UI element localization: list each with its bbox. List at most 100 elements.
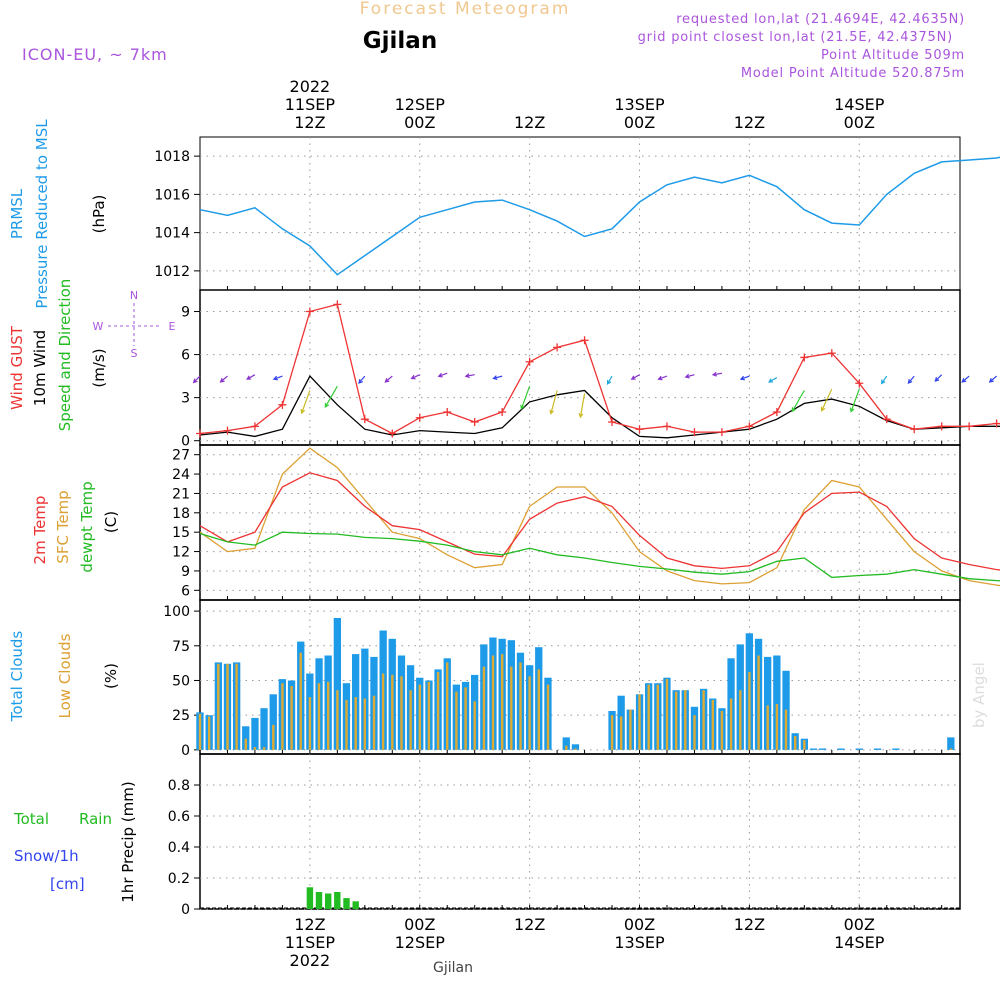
- low-cloud-bar: [537, 669, 540, 750]
- time-label-top: 13SEP: [614, 95, 665, 114]
- compass-rose: N S W E: [93, 289, 176, 360]
- low-cloud-bar: [235, 663, 238, 750]
- snow-label: Snow/1h: [14, 847, 79, 865]
- low-cloud-bar: [665, 679, 669, 750]
- y-tick-label: 0.6: [168, 809, 190, 825]
- watermark: by Angel: [970, 662, 988, 728]
- y-tick-label: 0.8: [168, 778, 190, 794]
- low-cloud-bar: [217, 663, 220, 750]
- low-cloud-bar: [363, 698, 366, 750]
- wind-gust-line: [199, 303, 1000, 435]
- gust-marker: [882, 415, 891, 424]
- low-cloud-bar: [949, 748, 953, 750]
- time-label-bottom: 00Z: [624, 915, 655, 934]
- total-cloud-bar: [333, 618, 341, 750]
- gust-marker: [333, 300, 342, 309]
- y-tick-label: 1018: [154, 149, 190, 165]
- total-cloud-bar: [773, 655, 781, 750]
- total-clouds-label: Total Clouds: [8, 631, 26, 723]
- wind-arrow: [606, 375, 613, 385]
- low-cloud-bar: [336, 690, 339, 750]
- low-cloud-bar: [198, 713, 202, 750]
- temperature-labels: 2m Temp SFC Temp dewpt Temp (C): [31, 481, 120, 572]
- y-tick-label: 75: [172, 639, 190, 655]
- low-cloud-bar: [684, 690, 687, 750]
- gust-marker: [470, 418, 479, 427]
- wind-arrow: [358, 375, 366, 384]
- pressure-msl-label: Pressure Reduced to MSL: [33, 119, 51, 309]
- time-label-top: 00Z: [624, 113, 655, 132]
- wind-arrow: [492, 375, 503, 380]
- low-cloud-bar: [464, 687, 467, 750]
- wind-arrow: [464, 373, 475, 379]
- rain-bar: [306, 887, 314, 909]
- precip-panel: [199, 753, 961, 910]
- gust-marker: [662, 422, 671, 431]
- low-cloud-bar: [546, 684, 550, 750]
- dewpt-temp-label: dewpt Temp: [78, 481, 96, 572]
- time-label-bottom: 12Z: [514, 915, 545, 934]
- temp-2m-label: 2m Temp: [31, 496, 49, 565]
- wind-arrow: [246, 374, 256, 380]
- hpa-unit-label: (hPa): [90, 195, 108, 234]
- total-cloud-bar: [837, 748, 845, 750]
- low-cloud-bar: [436, 672, 440, 750]
- gridpoint-coords: grid point closest lon,lat (21.5E, 42.43…: [638, 30, 953, 45]
- low-cloud-bar: [574, 748, 577, 750]
- total-cloud-bar: [764, 656, 772, 750]
- low-cloud-bar: [446, 662, 449, 750]
- low-cloud-bar: [208, 716, 211, 750]
- low-cloud-bar: [766, 705, 769, 750]
- low-cloud-bar: [409, 690, 412, 750]
- time-label-bottom: 14SEP: [834, 933, 885, 952]
- wind-arrow: [739, 375, 750, 381]
- low-cloud-bar: [775, 704, 779, 750]
- panel-frames: [199, 136, 961, 910]
- y-tick-label: 50: [172, 673, 190, 689]
- ms-unit-label: (m/s): [90, 348, 108, 387]
- time-label-top: 2022: [290, 77, 331, 96]
- wind-arrow: [791, 390, 805, 413]
- gust-marker: [937, 422, 946, 431]
- gust-marker: [278, 400, 287, 409]
- time-label-bottom: 2022: [290, 951, 331, 970]
- time-label-bottom: 12Z: [294, 915, 325, 934]
- y-tick-label: 9: [181, 564, 190, 580]
- cm-unit-label: [cm]: [50, 875, 85, 893]
- wind-arrow: [711, 371, 723, 377]
- time-label-bottom: 12Z: [734, 915, 765, 934]
- y-tick-label: 24: [172, 467, 190, 483]
- time-label-top: 12Z: [514, 113, 545, 132]
- low-cloud-bar: [739, 690, 742, 750]
- gust-marker: [498, 407, 507, 416]
- y-tick-label: 6: [181, 348, 190, 364]
- precip-labels: Total Rain Snow/1h [cm] 1hr Precip (mm): [13, 781, 137, 902]
- total-cloud-bar: [873, 748, 882, 750]
- location-title: Gjilan: [363, 28, 437, 54]
- low-cloud-bar: [427, 681, 431, 750]
- low-cloud-bar: [656, 684, 659, 750]
- time-label-top: 00Z: [844, 113, 875, 132]
- gust-marker: [196, 429, 204, 438]
- y-tick-label: 15: [172, 525, 190, 541]
- total-label: Total: [13, 810, 49, 828]
- total-cloud-bar: [855, 748, 863, 750]
- low-cloud-bar: [720, 711, 724, 750]
- wind-gust-label: Wind GUST: [8, 325, 26, 410]
- y-tick-label: 0.2: [168, 871, 190, 887]
- low-cloud-bar: [262, 747, 266, 750]
- gust-marker: [800, 353, 809, 362]
- gust-marker: [223, 426, 232, 435]
- pressure-labels: PRMSL Pressure Reduced to MSL (hPa): [8, 119, 108, 309]
- precip-mm-label: 1hr Precip (mm): [119, 781, 137, 902]
- chart-title: Forecast Meteogram: [360, 0, 571, 19]
- data-series: [192, 156, 1000, 910]
- total-cloud-bar: [892, 748, 900, 750]
- time-label-top: 12SEP: [395, 95, 446, 114]
- rain-label: Rain: [79, 810, 112, 828]
- wind-arrow: [684, 373, 695, 379]
- wind-arrow: [272, 375, 283, 381]
- y-tick-label: 12: [172, 545, 190, 561]
- total-cloud-bar: [269, 694, 277, 750]
